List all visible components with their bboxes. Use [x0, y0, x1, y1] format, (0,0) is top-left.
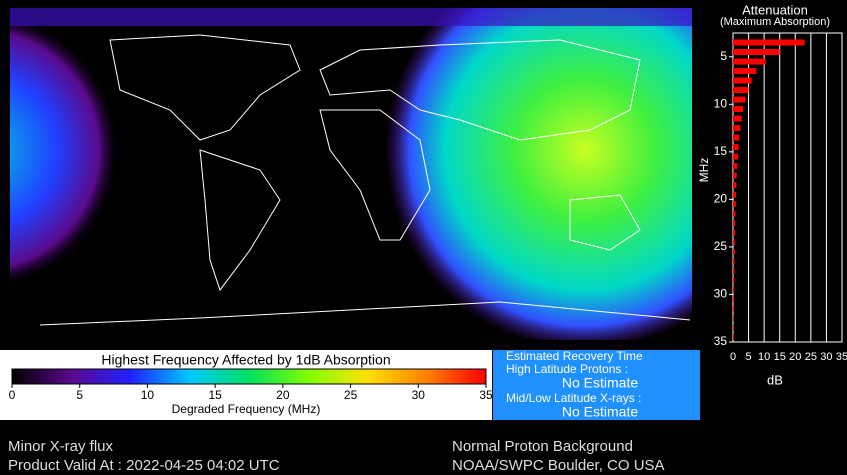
bar: [733, 172, 737, 179]
protons-value: No Estimate: [562, 375, 638, 391]
colorbar-tick-label: 30: [412, 388, 426, 402]
xray-value: No Estimate: [562, 404, 638, 420]
y-tick-label: 25: [714, 239, 728, 253]
map-east-shade: [10, 8, 692, 340]
y-axis-label: MHz: [697, 158, 711, 183]
x-tick-label: 10: [758, 351, 770, 363]
bar: [733, 58, 766, 65]
bar: [733, 220, 736, 227]
colorbar-tick-label: 25: [344, 388, 358, 402]
recovery-box: [493, 350, 700, 420]
colorbar-tick-label: 0: [9, 388, 16, 402]
xray-label: Mid/Low Latitude X-rays :: [506, 391, 641, 405]
colorbar-panel: [0, 350, 492, 420]
bar: [733, 286, 735, 293]
bar: [733, 315, 734, 322]
bar: [733, 106, 744, 113]
colorbar-tick-label: 15: [208, 388, 222, 402]
plot-frame: [732, 32, 843, 343]
bar: [733, 87, 749, 94]
bar: [733, 39, 805, 46]
bar: [733, 248, 735, 255]
footer-xray: Minor X-ray flux: [8, 438, 114, 455]
bar: [733, 239, 735, 246]
bar: [733, 125, 741, 132]
bar: [733, 144, 739, 151]
attenuation-subtitle: (Maximum Absorption): [720, 16, 830, 28]
y-tick-label: 5: [720, 49, 727, 63]
colorbar-label: Degraded Frequency (MHz): [172, 402, 321, 416]
footer-proton: Normal Proton Background: [452, 438, 633, 455]
colorbar-tick-label: 5: [76, 388, 83, 402]
y-tick-label: 35: [714, 334, 728, 348]
colorbar-title: Highest Frequency Affected by 1dB Absorp…: [101, 352, 390, 368]
colorbar-tick-label: 10: [141, 388, 155, 402]
x-tick-label: 5: [746, 351, 752, 363]
bar: [733, 49, 780, 56]
x-tick-label: 35: [836, 351, 847, 363]
x-tick-label: 20: [789, 351, 801, 363]
coastlines: [39, 34, 691, 326]
bar: [733, 210, 736, 217]
bar: [733, 96, 746, 103]
bar: [733, 182, 737, 189]
footer-valid: Product Valid At : 2022-04-25 04:02 UTC: [8, 457, 280, 474]
y-tick-label: 10: [714, 96, 728, 110]
map-polar-band: [10, 8, 692, 26]
bar: [733, 201, 736, 208]
bar: [733, 115, 742, 122]
bar: [733, 68, 757, 75]
x-tick-label: 0: [730, 351, 736, 363]
colorbar: [11, 368, 487, 385]
footer-source: NOAA/SWPC Boulder, CO USA: [452, 457, 665, 474]
bar: [733, 334, 734, 341]
y-tick-label: 20: [714, 192, 728, 206]
protons-label: High Latitude Protons :: [506, 362, 628, 376]
y-tick-label: 15: [714, 144, 728, 158]
bar: [733, 277, 735, 284]
recovery-title: Estimated Recovery Time: [506, 349, 643, 363]
bar: [733, 153, 738, 160]
colorbar-tick-label: 35: [479, 388, 493, 402]
bar: [733, 77, 752, 84]
bar: [733, 163, 738, 170]
x-tick-label: 15: [774, 351, 786, 363]
x-axis-label: dB: [767, 372, 783, 387]
bar: [733, 305, 735, 312]
bar: [733, 258, 735, 265]
bar: [733, 267, 735, 274]
x-tick-label: 25: [805, 351, 817, 363]
attenuation-title: Attenuation: [742, 2, 808, 17]
bar: [733, 324, 734, 331]
colorbar-tick-label: 20: [276, 388, 290, 402]
y-tick-label: 30: [714, 287, 728, 301]
bar: [733, 229, 736, 236]
bar: [733, 134, 740, 141]
bar: [733, 191, 737, 198]
x-tick-label: 30: [820, 351, 832, 363]
bar: [733, 296, 735, 303]
